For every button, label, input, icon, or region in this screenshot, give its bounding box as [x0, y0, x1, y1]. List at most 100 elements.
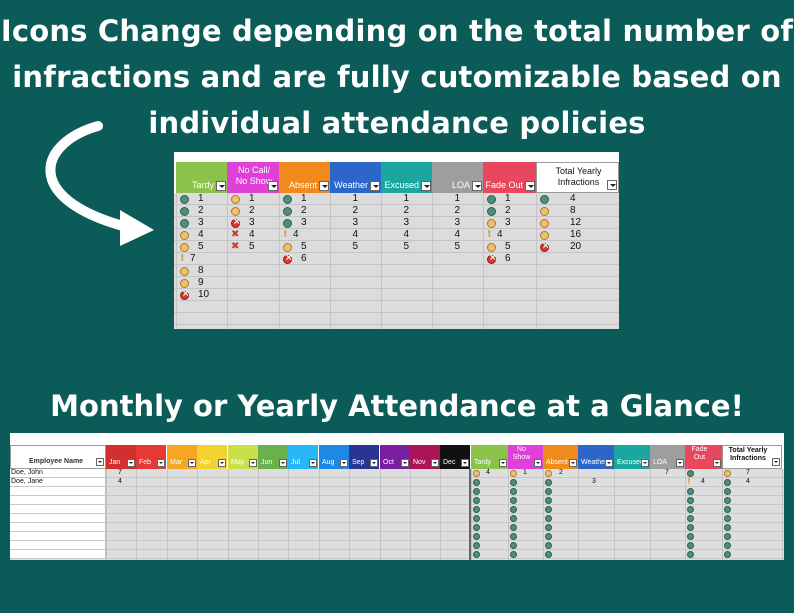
status-icon [724, 551, 731, 558]
column-divider [782, 469, 783, 560]
table-row [10, 514, 784, 523]
filter-dropdown-icon[interactable] [605, 459, 613, 467]
filter-dropdown-icon[interactable] [340, 459, 348, 467]
filter-dropdown-icon[interactable] [249, 459, 257, 467]
column-divider [508, 469, 509, 560]
status-icon [473, 479, 480, 486]
status-icon [510, 515, 517, 522]
table-row [174, 277, 619, 289]
filter-dropdown-icon[interactable] [713, 459, 721, 467]
filter-dropdown-icon[interactable] [534, 459, 542, 467]
column-header-absent[interactable]: Absent [279, 162, 330, 193]
filter-dropdown-icon[interactable] [569, 459, 577, 467]
status-icon [473, 515, 480, 522]
status-icon [510, 506, 517, 513]
column-header-no-call-[interactable]: No Call/ No Show [227, 162, 279, 193]
column-header-fade-out[interactable]: Fade Out [483, 162, 536, 193]
cell-value: 4 [746, 478, 750, 485]
filter-dropdown-icon[interactable] [772, 458, 780, 466]
summary-header-absent[interactable]: Absent [543, 445, 578, 469]
table-row: Doe, Jane [10, 478, 784, 487]
infraction-count: 1 [352, 193, 359, 204]
status-icon [687, 477, 691, 486]
filter-dropdown-icon[interactable] [96, 458, 104, 466]
filter-dropdown-icon[interactable] [309, 459, 317, 467]
column-header-label: Absent [288, 180, 317, 190]
month-header-apr[interactable]: Apr [197, 445, 227, 469]
filter-dropdown-icon[interactable] [216, 181, 226, 191]
summary-header-excused[interactable]: Excused [614, 445, 650, 469]
filter-dropdown-icon[interactable] [499, 459, 507, 467]
month-header-aug[interactable]: Aug [319, 445, 349, 469]
filter-dropdown-icon[interactable] [268, 181, 278, 191]
summary-header-tardy[interactable]: Tardy [471, 445, 508, 469]
status-icon [473, 542, 480, 549]
status-icon [545, 515, 552, 522]
filter-dropdown-icon[interactable] [279, 459, 287, 467]
month-header-jun[interactable]: Jun [258, 445, 288, 469]
column-header-tardy[interactable]: Tardy [176, 162, 227, 193]
month-header-jul[interactable]: Jul [288, 445, 318, 469]
infraction-count: 6 [301, 253, 307, 264]
month-header-mar[interactable]: Mar [167, 445, 197, 469]
table-row: Doe, John [10, 469, 784, 478]
month-header-label: Dec [443, 459, 456, 466]
column-header-employee-name[interactable]: Employee Name [10, 445, 106, 469]
employee-name-cell [10, 523, 106, 531]
filter-dropdown-icon[interactable] [370, 459, 378, 467]
table-row [10, 487, 784, 496]
employee-name-cell: Doe, John [10, 469, 106, 477]
status-icon [473, 470, 480, 477]
column-header-weather[interactable]: Weather [330, 162, 381, 193]
section-separator [469, 469, 471, 560]
filter-dropdown-icon[interactable] [641, 459, 649, 467]
table-row [174, 313, 619, 325]
status-icon [473, 506, 480, 513]
filter-dropdown-icon[interactable] [525, 181, 535, 191]
summary-header-label: LOA [653, 459, 668, 466]
filter-dropdown-icon[interactable] [218, 459, 226, 467]
column-header-total-yearly[interactable]: Total Yearly Infractions [536, 162, 619, 193]
summary-header-fade[interactable]: Fade Out [685, 445, 722, 469]
filter-dropdown-icon[interactable] [421, 181, 431, 191]
filter-dropdown-icon[interactable] [370, 181, 380, 191]
status-icon [545, 542, 552, 549]
column-divider [349, 469, 350, 560]
filter-dropdown-icon[interactable] [188, 459, 196, 467]
headline-bottom: Monthly or Yearly Attendance at a Glance… [50, 389, 744, 423]
month-header-oct[interactable]: Oct [380, 445, 410, 469]
column-header-loa[interactable]: LOA [432, 162, 483, 193]
status-icon [687, 497, 694, 504]
infraction-count: 4 [497, 229, 503, 240]
filter-dropdown-icon[interactable] [157, 459, 165, 467]
employee-name-cell [10, 514, 106, 522]
column-header-excused[interactable]: Excused [381, 162, 432, 193]
status-icon [724, 479, 731, 486]
filter-dropdown-icon[interactable] [319, 181, 329, 191]
filter-dropdown-icon[interactable] [607, 180, 617, 190]
table-row [174, 265, 619, 277]
month-header-jan[interactable]: Jan [106, 445, 136, 469]
summary-header-no[interactable]: No Show [508, 445, 543, 469]
summary-header-weather[interactable]: Weather [578, 445, 614, 469]
infraction-status-icon [180, 195, 189, 204]
month-header-nov[interactable]: Nov [410, 445, 440, 469]
infraction-count: 16 [570, 229, 582, 240]
infraction-status-icon [180, 231, 189, 240]
summary-header-loa[interactable]: LOA [650, 445, 685, 469]
month-header-dec[interactable]: Dec [440, 445, 470, 469]
month-header-sep[interactable]: Sep [349, 445, 379, 469]
filter-dropdown-icon[interactable] [472, 181, 482, 191]
summary-header-total-yearly[interactable]: Total Yearly Infractions [722, 445, 782, 469]
month-header-feb[interactable]: Feb [136, 445, 166, 469]
month-header-may[interactable]: May [228, 445, 258, 469]
filter-dropdown-icon[interactable] [676, 459, 684, 467]
filter-dropdown-icon[interactable] [401, 459, 409, 467]
column-divider [614, 469, 615, 560]
filter-dropdown-icon[interactable] [127, 459, 135, 467]
filter-dropdown-icon[interactable] [431, 459, 439, 467]
table-row [10, 496, 784, 505]
filter-dropdown-icon[interactable] [461, 459, 469, 467]
status-icon [724, 470, 731, 477]
infraction-count: 1 [249, 193, 255, 204]
